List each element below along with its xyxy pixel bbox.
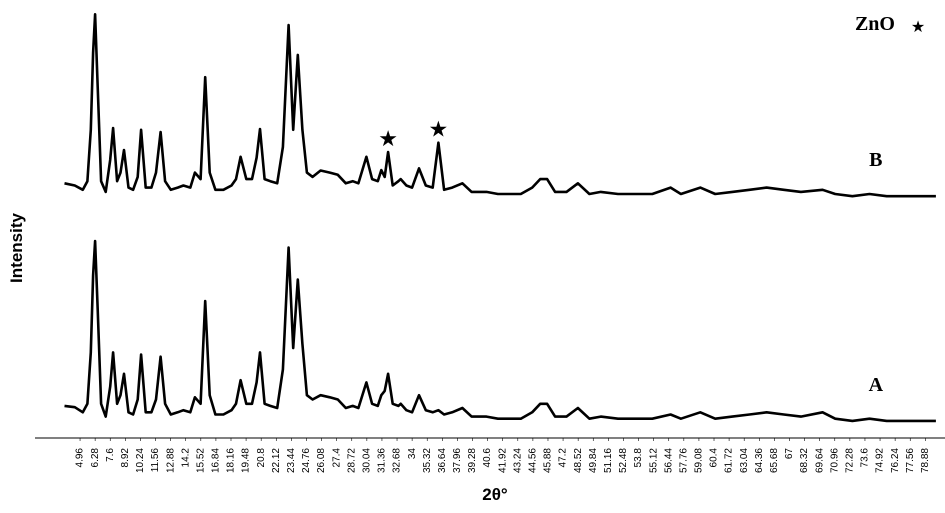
x-tick-label: 24.76 [301,448,312,473]
x-tick-label: 72.28 [845,448,856,473]
x-tick-label: 49.84 [588,448,599,473]
x-axis-label: 2θ° [482,485,508,504]
x-tick-label: 70.96 [829,448,840,473]
legend-symbol: ★ [911,19,925,36]
x-tick-label: 41.92 [497,448,508,473]
x-tick-label: 27.4 [331,448,342,468]
x-tick-label: 48.52 [573,448,584,473]
x-tick-label: 77.56 [905,448,916,473]
x-tick-label: 32.68 [392,448,403,473]
x-tick-label: 28.72 [346,448,357,473]
x-tick-label: 8.92 [120,448,131,468]
x-tick-label: 6.28 [90,448,101,468]
x-tick-label: 69.64 [814,448,825,473]
x-tick-label: 22.12 [271,448,282,473]
x-tick-label: 45.88 [543,448,554,473]
x-tick-label: 31.36 [377,448,388,473]
x-tick-label: 19.48 [241,448,252,473]
x-tick-label: 43.24 [512,448,523,473]
legend-label: ZnO [855,13,895,35]
x-tick-label: 73.6 [860,448,871,468]
peak-marker: ★ [378,126,398,151]
x-tick-label: 11.56 [150,448,161,473]
x-tick-label: 18.16 [226,448,237,473]
x-tick-label: 44.56 [528,448,539,473]
x-tick-label: 23.44 [286,448,297,473]
x-tick-label: 36.64 [437,448,448,473]
x-tick-label: 56.44 [663,448,674,473]
x-tick-label: 53.8 [633,448,644,468]
x-tick-label: 35.32 [422,448,433,473]
x-tick-label: 40.6 [482,448,493,468]
x-tick-label: 67 [784,448,795,460]
x-tick-label: 37.96 [452,448,463,473]
x-tick-label: 74.92 [875,448,886,473]
x-tick-label: 14.2 [180,448,191,468]
x-tick-label: 65.68 [769,448,780,473]
x-tick-label: 76.24 [890,448,901,473]
peak-marker: ★ [429,117,449,142]
x-tick-label: 64.36 [754,448,765,473]
x-tick-label: 4.96 [75,448,86,468]
x-tick-label: 12.88 [165,448,176,473]
x-tick-label: 60.4 [709,448,720,468]
x-tick-label: 10.24 [135,448,146,473]
x-tick-label: 52.48 [618,448,629,473]
series-label: B [869,149,882,171]
x-tick-label: 39.28 [467,448,478,473]
x-tick-label: 61.72 [724,448,735,473]
series-line [64,239,936,423]
x-tick-label: 47.2 [558,448,569,468]
series-line [64,13,936,198]
x-tick-label: 68.32 [799,448,810,473]
series-label: A [869,374,884,396]
x-tick-label: 15.52 [195,448,206,473]
x-tick-label: 63.04 [739,448,750,473]
x-tick-label: 34 [407,448,418,460]
x-tick-label: 55.12 [648,448,659,473]
x-tick-label: 30.04 [361,448,372,473]
y-axis-label: Intensity [7,213,26,283]
x-tick-label: 26.08 [316,448,327,473]
x-tick-label: 7.6 [105,448,116,462]
x-tick-label: 20.8 [256,448,267,468]
x-tick-label: 78.88 [920,448,931,473]
x-tick-label: 57.76 [678,448,689,473]
x-tick-label: 59.08 [694,448,705,473]
x-tick-label: 51.16 [603,448,614,473]
x-tick-label: 16.84 [211,448,222,473]
